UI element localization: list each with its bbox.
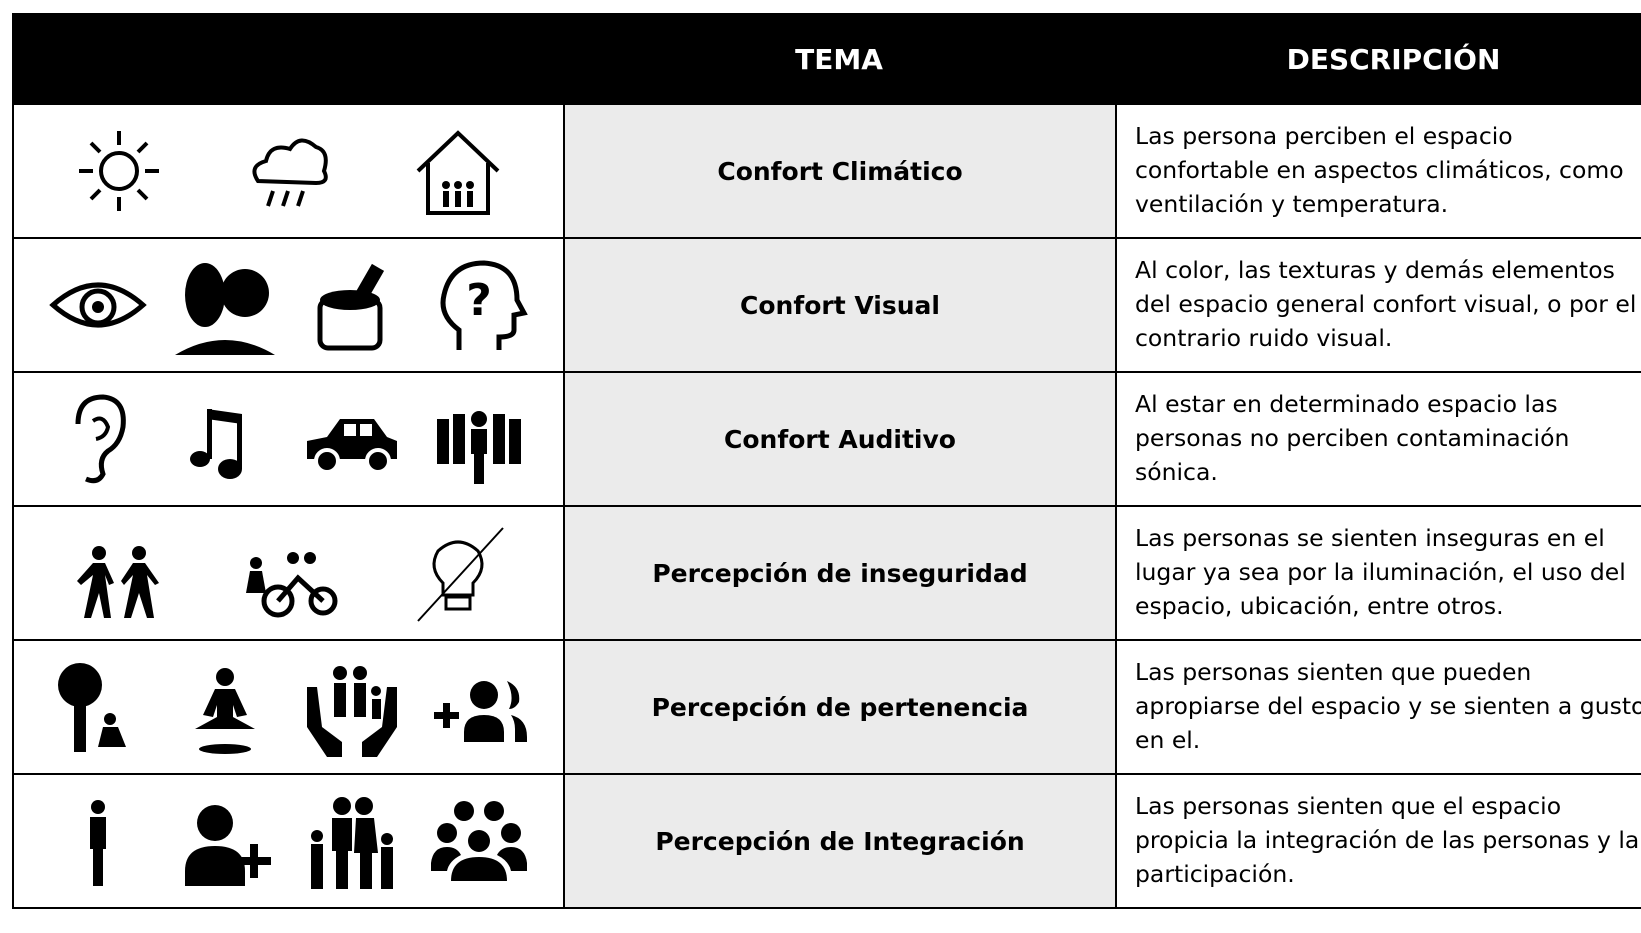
description-line: propicia la integración de las personas …: [1135, 826, 1640, 854]
description-line: ventilación y temperatura.: [1135, 190, 1449, 218]
svg-text:?: ?: [467, 275, 493, 326]
description-line: Las personas se sienten inseguras en el: [1135, 524, 1605, 552]
icon: [307, 666, 398, 757]
header-cell: DESCRIPCIÓN: [1115, 13, 1641, 105]
tema-cell: Confort Auditivo: [563, 373, 1115, 507]
icon: [48, 282, 147, 328]
icon: [174, 263, 275, 355]
icon-cell: [12, 373, 563, 507]
header-blank: [12, 13, 563, 105]
icon: [317, 263, 385, 351]
icon: [431, 801, 528, 881]
icon: [437, 411, 522, 484]
icon: [434, 681, 528, 742]
tema-cell: Percepción de pertenencia: [563, 641, 1115, 775]
icon-cell: [12, 105, 563, 239]
icon: [75, 394, 126, 484]
description-line: Las persona perciben el espacio: [1135, 122, 1513, 150]
header-cell: TEMA: [563, 13, 1115, 105]
icon: [416, 130, 500, 215]
description-line: sónica.: [1135, 458, 1218, 486]
icon: ?: [440, 260, 529, 350]
icon: [311, 797, 394, 889]
description-line: del espacio general confort visual, o po…: [1135, 290, 1637, 318]
page: {"header": {"columns": ["TEMA", "DESCRIP…: [12, 13, 1641, 909]
icon: [307, 419, 398, 474]
description-line: Al estar en determinado espacio las: [1135, 390, 1558, 418]
icon-cell: [12, 775, 563, 909]
description-line: apropiarse del espacio y se sienten a gu…: [1135, 692, 1641, 720]
icon-cell: [12, 507, 563, 641]
description-cell: Al color, las texturas y demás elementos…: [1115, 239, 1641, 373]
description-line: espacio, ubicación, entre otros.: [1135, 592, 1504, 620]
description-line: Al color, las texturas y demás elementos: [1135, 256, 1615, 284]
icon: [184, 805, 271, 886]
icon: [189, 409, 242, 479]
tema-cell: Confort Visual: [563, 239, 1115, 373]
icon: [89, 800, 106, 886]
description-cell: Las persona perciben el espacio confortab…: [1115, 105, 1641, 239]
table: TEMA DESCRIPCIÓN Confort Climático Las pe…: [12, 13, 1641, 933]
icon: [246, 552, 338, 618]
description-line: contrario ruido visual.: [1135, 324, 1393, 352]
description-cell: Las personas sienten que pueden apropiars…: [1115, 641, 1641, 775]
icon: [194, 668, 255, 754]
tema-cell: Percepción de inseguridad: [563, 507, 1115, 641]
description-line: en el.: [1135, 726, 1201, 754]
tema-cell: Confort Climático: [563, 105, 1115, 239]
icon: [57, 663, 126, 752]
icon: [252, 138, 329, 207]
description-line: participación.: [1135, 860, 1295, 888]
icon: [78, 131, 159, 211]
description-line: confortable en aspectos climáticos, como: [1135, 156, 1624, 184]
icon: [417, 527, 504, 622]
icon: [76, 546, 159, 618]
icon-cell: ?: [12, 239, 563, 373]
description-line: Las personas sienten que el espacio: [1135, 792, 1562, 820]
description-cell: Las personas sienten que el espacio propi…: [1115, 775, 1641, 909]
tema-cell: Percepción de Integración: [563, 775, 1115, 909]
description-line: personas no perciben contaminación: [1135, 424, 1570, 452]
description-cell: Las personas se sienten inseguras en el l…: [1115, 507, 1641, 641]
description-cell: Al estar en determinado espacio las perso…: [1115, 373, 1641, 507]
icon-cell: [12, 641, 563, 775]
description-line: Las personas sienten que pueden: [1135, 658, 1532, 686]
description-line: lugar ya sea por la iluminación, el uso …: [1135, 558, 1626, 586]
